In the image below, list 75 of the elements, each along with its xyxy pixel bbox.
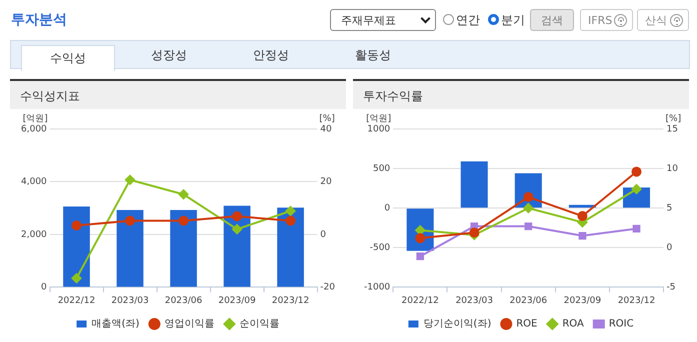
y2-tick-label: 0 xyxy=(320,230,326,240)
point xyxy=(578,232,586,240)
point xyxy=(577,211,588,222)
point xyxy=(178,189,189,200)
point xyxy=(469,228,480,238)
y2-tick-label: 40 xyxy=(320,124,332,134)
y-axis-title: [억원] xyxy=(366,114,392,124)
point xyxy=(632,166,642,177)
text: 검색 xyxy=(530,9,574,31)
x-tick-label: 2023/03 xyxy=(111,296,149,306)
y-tick-label: 500 xyxy=(372,164,390,174)
text: 투자분석 xyxy=(11,11,67,29)
point xyxy=(286,216,296,226)
x-tick-label: 2023/03 xyxy=(456,296,493,306)
y-tick-label: 2,000 xyxy=(21,230,48,240)
text: 수익성 xyxy=(21,45,115,71)
text: 성장성 xyxy=(150,47,188,64)
legend-label: ROE xyxy=(516,318,538,330)
legend-label: ROIC xyxy=(608,318,634,330)
legend-label: 매출액(좌) xyxy=(92,318,140,330)
text: 안정성 xyxy=(252,47,290,64)
legend-label: 영업이익률 xyxy=(164,318,214,330)
point xyxy=(416,252,424,260)
x-tick-label: 2023/12 xyxy=(272,296,310,306)
x-tick-label: 2022/12 xyxy=(401,296,439,306)
y-axis-title: [억원] xyxy=(22,114,48,124)
y-tick-label: 6,000 xyxy=(21,124,48,134)
y-tick-label: 0 xyxy=(41,282,48,293)
point xyxy=(523,203,534,214)
legend-label: 당기순이익(좌) xyxy=(423,318,492,330)
legend-label: ROA xyxy=(562,318,584,330)
y-tick-label: -1000 xyxy=(364,282,390,293)
text: 산식 xyxy=(637,9,689,31)
x-tick-label: 2023/09 xyxy=(218,296,256,306)
text: IFRS xyxy=(580,9,633,31)
point xyxy=(286,206,296,216)
point xyxy=(178,216,189,226)
x-tick-label: 2023/06 xyxy=(164,296,202,306)
text: 연간 xyxy=(455,12,480,29)
x-tick-label: 2022/12 xyxy=(58,296,96,306)
bar xyxy=(460,161,488,208)
x-tick-label: 2023/12 xyxy=(618,296,656,306)
y2-axis-title: [%] xyxy=(319,114,335,124)
point xyxy=(415,233,426,244)
y-tick-label: 4,000 xyxy=(21,177,48,188)
y2-tick-label: 5 xyxy=(666,203,672,214)
y2-axis-title: [%] xyxy=(666,114,682,124)
text: 활동성 xyxy=(354,47,392,64)
y2-tick-label: 15 xyxy=(666,124,678,134)
y2-tick-label: -5 xyxy=(666,282,676,293)
point xyxy=(232,224,242,234)
legend-label: 순이익률 xyxy=(239,318,280,330)
y-tick-label: 1000 xyxy=(367,124,390,134)
point xyxy=(632,184,642,194)
x-tick-label: 2023/09 xyxy=(564,296,602,306)
y2-tick-label: -20 xyxy=(320,282,336,293)
y2-tick-label: 20 xyxy=(320,177,332,188)
chart-title: 수익성지표 xyxy=(10,79,346,109)
point xyxy=(524,222,532,230)
point xyxy=(415,225,426,236)
text: 분기 xyxy=(500,12,525,29)
chart-title: 투자수익률 xyxy=(353,79,689,109)
point xyxy=(72,273,82,284)
y2-tick-label: 10 xyxy=(666,164,678,174)
y-tick-label: 0 xyxy=(384,203,390,214)
y-tick-label: -500 xyxy=(370,242,390,253)
point xyxy=(125,174,136,185)
y2-tick-label: 0 xyxy=(666,242,673,253)
text: 주재무제표 xyxy=(330,9,436,31)
x-tick-label: 2023/06 xyxy=(510,296,548,306)
point xyxy=(523,192,534,202)
point xyxy=(632,224,640,232)
point xyxy=(232,211,242,222)
point xyxy=(125,216,136,226)
point xyxy=(72,220,82,230)
